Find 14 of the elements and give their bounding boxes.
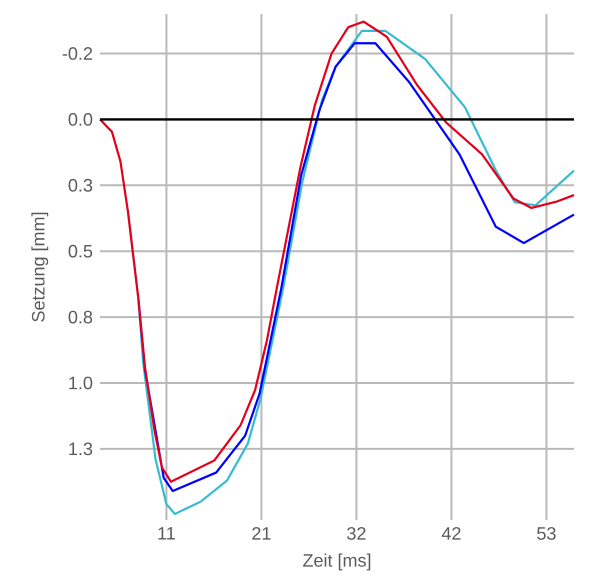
x-tick-label: 42 — [442, 527, 461, 540]
x-tick-label: 53 — [537, 527, 556, 540]
y-axis-title: Setzung [mm] — [31, 212, 48, 322]
x-axis-title: Zeit [ms] — [303, 554, 370, 570]
y-tick-label: 1.0 — [69, 376, 92, 390]
x-tick-label: 32 — [347, 527, 366, 540]
y-tick-label: 0.0 — [68, 113, 92, 126]
y-tick-label: 0.3 — [68, 178, 92, 192]
x-tick-label: 11 — [158, 527, 175, 540]
y-tick-label: 0.5 — [68, 244, 92, 258]
y-tick-label: 0.8 — [68, 310, 92, 324]
y-tick-label: 1.3 — [69, 442, 92, 456]
x-tick-label: 21 — [252, 527, 271, 540]
y-tick-label: -0.2 — [62, 47, 92, 60]
